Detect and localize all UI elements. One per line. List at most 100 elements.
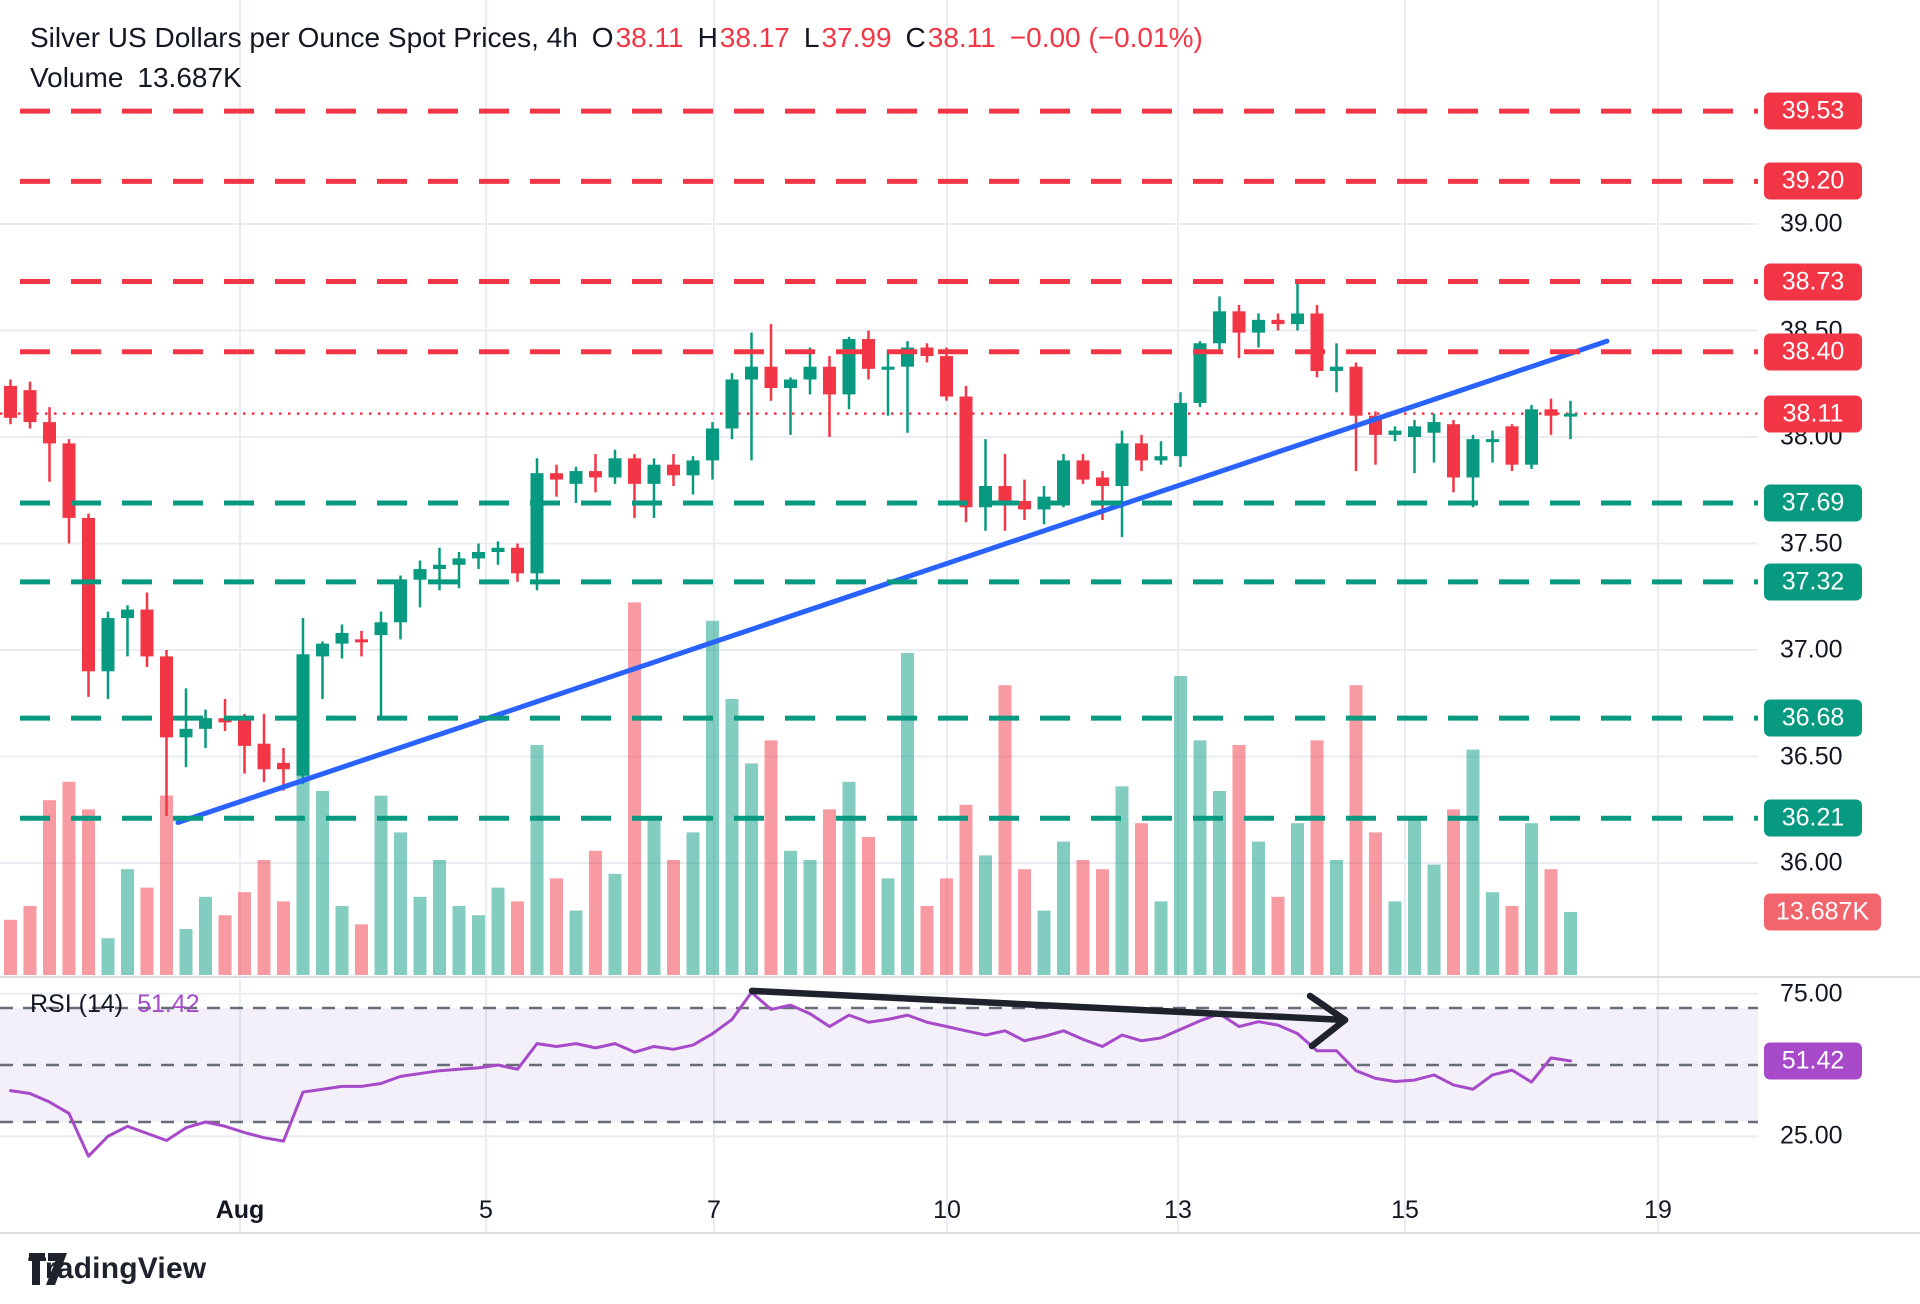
ohlc-open: O 38.11 — [591, 22, 684, 53]
candle-body — [745, 366, 758, 380]
candle-body — [1447, 424, 1460, 478]
time-label-Aug: Aug — [215, 1196, 265, 1224]
volume-label: Volume — [30, 62, 124, 93]
volume-bar — [979, 855, 992, 975]
volume-bar — [1252, 841, 1265, 975]
volume-bar — [472, 915, 485, 975]
volume-bar — [1486, 892, 1499, 975]
candle-body — [1330, 366, 1343, 371]
candle-body — [82, 517, 95, 672]
volume-bar — [1525, 823, 1538, 975]
time-label-19: 19 — [1644, 1196, 1672, 1224]
candle-body — [530, 473, 544, 574]
volume-bar — [920, 906, 934, 975]
volume-bar — [1174, 676, 1187, 975]
volume-bar — [1232, 745, 1246, 975]
volume-bar — [1408, 818, 1421, 975]
candle-body — [1135, 443, 1148, 461]
volume-bar — [511, 901, 524, 975]
candle-body — [667, 464, 680, 476]
candle-body — [413, 569, 427, 580]
candle-body — [1427, 422, 1441, 433]
price-axis[interactable]: 39.00 38.50 38.00 37.50 37.00 36.50 36.00 75.00… — [1762, 0, 1920, 1304]
volume-bar — [1505, 906, 1519, 975]
candle-body — [316, 643, 329, 657]
volume-bar — [706, 620, 719, 975]
rsi-value-badge: 51.42 — [1764, 1042, 1862, 1080]
volume-bar — [121, 869, 134, 975]
rsi-tick-75.00: 75.00 — [1780, 979, 1843, 1008]
volume-bar — [1271, 896, 1285, 975]
ohlc-low: L 37.99 — [803, 22, 892, 53]
candle-body — [1096, 477, 1109, 486]
candle-body — [1018, 500, 1031, 510]
current-price-badge: 38.11 — [1764, 395, 1862, 433]
candle-body — [1486, 439, 1499, 443]
volume-bar — [335, 906, 349, 975]
volume-value: 13.687K — [137, 62, 242, 93]
chart-legend[interactable]: Silver US Dollars per Ounce Spot Prices,… — [30, 22, 1203, 94]
volume-bar — [1018, 869, 1031, 975]
divergence-arrow[interactable] — [748, 987, 1349, 1024]
volume-bar — [238, 892, 251, 975]
candle-body — [823, 366, 836, 395]
volume-bar — [296, 758, 310, 975]
time-axis[interactable]: Aug 5 7 10 13 15 19 — [0, 1192, 1920, 1232]
volume-bar — [101, 938, 115, 975]
rsi-indicator-legend[interactable]: RSI (14) 51.42 — [30, 990, 200, 1019]
level-badge-38.73: 38.73 — [1764, 263, 1862, 300]
tradingview-logo[interactable]: TradingView — [28, 1252, 206, 1286]
candle-body — [979, 485, 992, 508]
candle-body — [238, 718, 251, 746]
level-badge-37.32: 37.32 — [1764, 563, 1862, 601]
price-change: −0.00 (−0.01%) — [1009, 22, 1203, 53]
candle-body — [296, 654, 310, 776]
candle-body — [706, 428, 719, 461]
volume-bar — [452, 906, 466, 975]
volume-bar — [23, 906, 37, 975]
candle-body — [472, 552, 485, 559]
volume-bar — [1388, 901, 1402, 975]
candle-body — [1076, 460, 1090, 480]
level-badge-36.68: 36.68 — [1764, 699, 1862, 737]
volume-bar — [1037, 910, 1051, 975]
volume-bar — [1096, 869, 1109, 975]
level-badge-37.69: 37.69 — [1764, 484, 1862, 522]
volume-bar — [998, 685, 1012, 975]
rsi-value: 51.42 — [137, 990, 200, 1018]
price-tick-37.50: 37.50 — [1780, 529, 1843, 557]
volume-row: Volume 13.687K — [30, 62, 1203, 94]
candle-body — [101, 618, 115, 672]
volume-bar — [82, 809, 95, 975]
candle-body — [569, 471, 583, 484]
ohlc-close: C 38.11 — [905, 22, 996, 53]
candle-body — [881, 366, 895, 370]
volume-bar — [1544, 869, 1558, 975]
volume-bar — [1057, 841, 1070, 975]
volume-bar — [881, 878, 895, 975]
time-label-5: 5 — [479, 1196, 493, 1224]
level-badge-39.53: 39.53 — [1764, 92, 1862, 130]
candle-body — [998, 485, 1012, 501]
volume-bar — [784, 850, 797, 975]
volume-bar — [1213, 791, 1226, 975]
volume-bar — [1330, 860, 1343, 975]
ohlc-high: H 38.17 — [697, 22, 790, 53]
candle-body — [1291, 313, 1304, 325]
time-label-15: 15 — [1391, 1196, 1419, 1224]
price-tick-39.00: 39.00 — [1780, 209, 1843, 238]
candle-body — [62, 443, 76, 518]
volume-bar — [160, 795, 173, 975]
candle-body — [862, 339, 875, 369]
tradingview-logo-icon — [29, 1253, 67, 1285]
volume-bar — [199, 896, 212, 975]
symbol-title-row: Silver US Dollars per Ounce Spot Prices,… — [30, 22, 1203, 54]
candle-body — [140, 609, 154, 657]
candle-body — [1115, 443, 1129, 486]
candle-body — [199, 718, 212, 729]
volume-bar — [1154, 901, 1168, 975]
candle-body — [277, 762, 290, 770]
time-label-13: 13 — [1164, 1196, 1192, 1224]
